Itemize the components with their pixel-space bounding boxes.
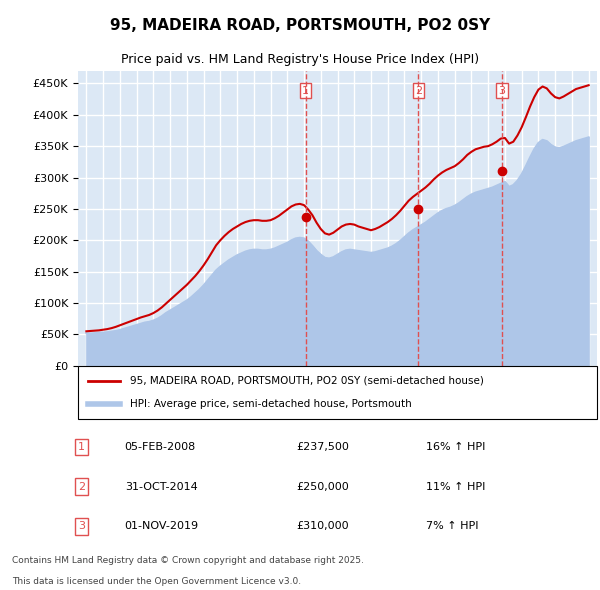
FancyBboxPatch shape (78, 366, 597, 419)
Text: 7% ↑ HPI: 7% ↑ HPI (426, 522, 478, 532)
Text: This data is licensed under the Open Government Licence v3.0.: This data is licensed under the Open Gov… (12, 577, 301, 586)
Text: 01-NOV-2019: 01-NOV-2019 (125, 522, 199, 532)
Text: Price paid vs. HM Land Registry's House Price Index (HPI): Price paid vs. HM Land Registry's House … (121, 53, 479, 66)
Text: £237,500: £237,500 (296, 442, 349, 452)
Text: £250,000: £250,000 (296, 482, 349, 491)
Text: 1: 1 (78, 442, 85, 452)
Text: 1: 1 (302, 86, 309, 96)
Text: 3: 3 (78, 522, 85, 532)
Text: 05-FEB-2008: 05-FEB-2008 (125, 442, 196, 452)
Text: 11% ↑ HPI: 11% ↑ HPI (426, 482, 485, 491)
Text: 95, MADEIRA ROAD, PORTSMOUTH, PO2 0SY (semi-detached house): 95, MADEIRA ROAD, PORTSMOUTH, PO2 0SY (s… (130, 376, 484, 386)
Text: HPI: Average price, semi-detached house, Portsmouth: HPI: Average price, semi-detached house,… (130, 399, 412, 409)
Text: 31-OCT-2014: 31-OCT-2014 (125, 482, 197, 491)
Text: Contains HM Land Registry data © Crown copyright and database right 2025.: Contains HM Land Registry data © Crown c… (12, 556, 364, 565)
Text: 16% ↑ HPI: 16% ↑ HPI (426, 442, 485, 452)
Text: 2: 2 (78, 482, 85, 491)
Text: 95, MADEIRA ROAD, PORTSMOUTH, PO2 0SY: 95, MADEIRA ROAD, PORTSMOUTH, PO2 0SY (110, 18, 490, 32)
Text: 3: 3 (499, 86, 506, 96)
Text: £310,000: £310,000 (296, 522, 349, 532)
Text: 2: 2 (415, 86, 422, 96)
